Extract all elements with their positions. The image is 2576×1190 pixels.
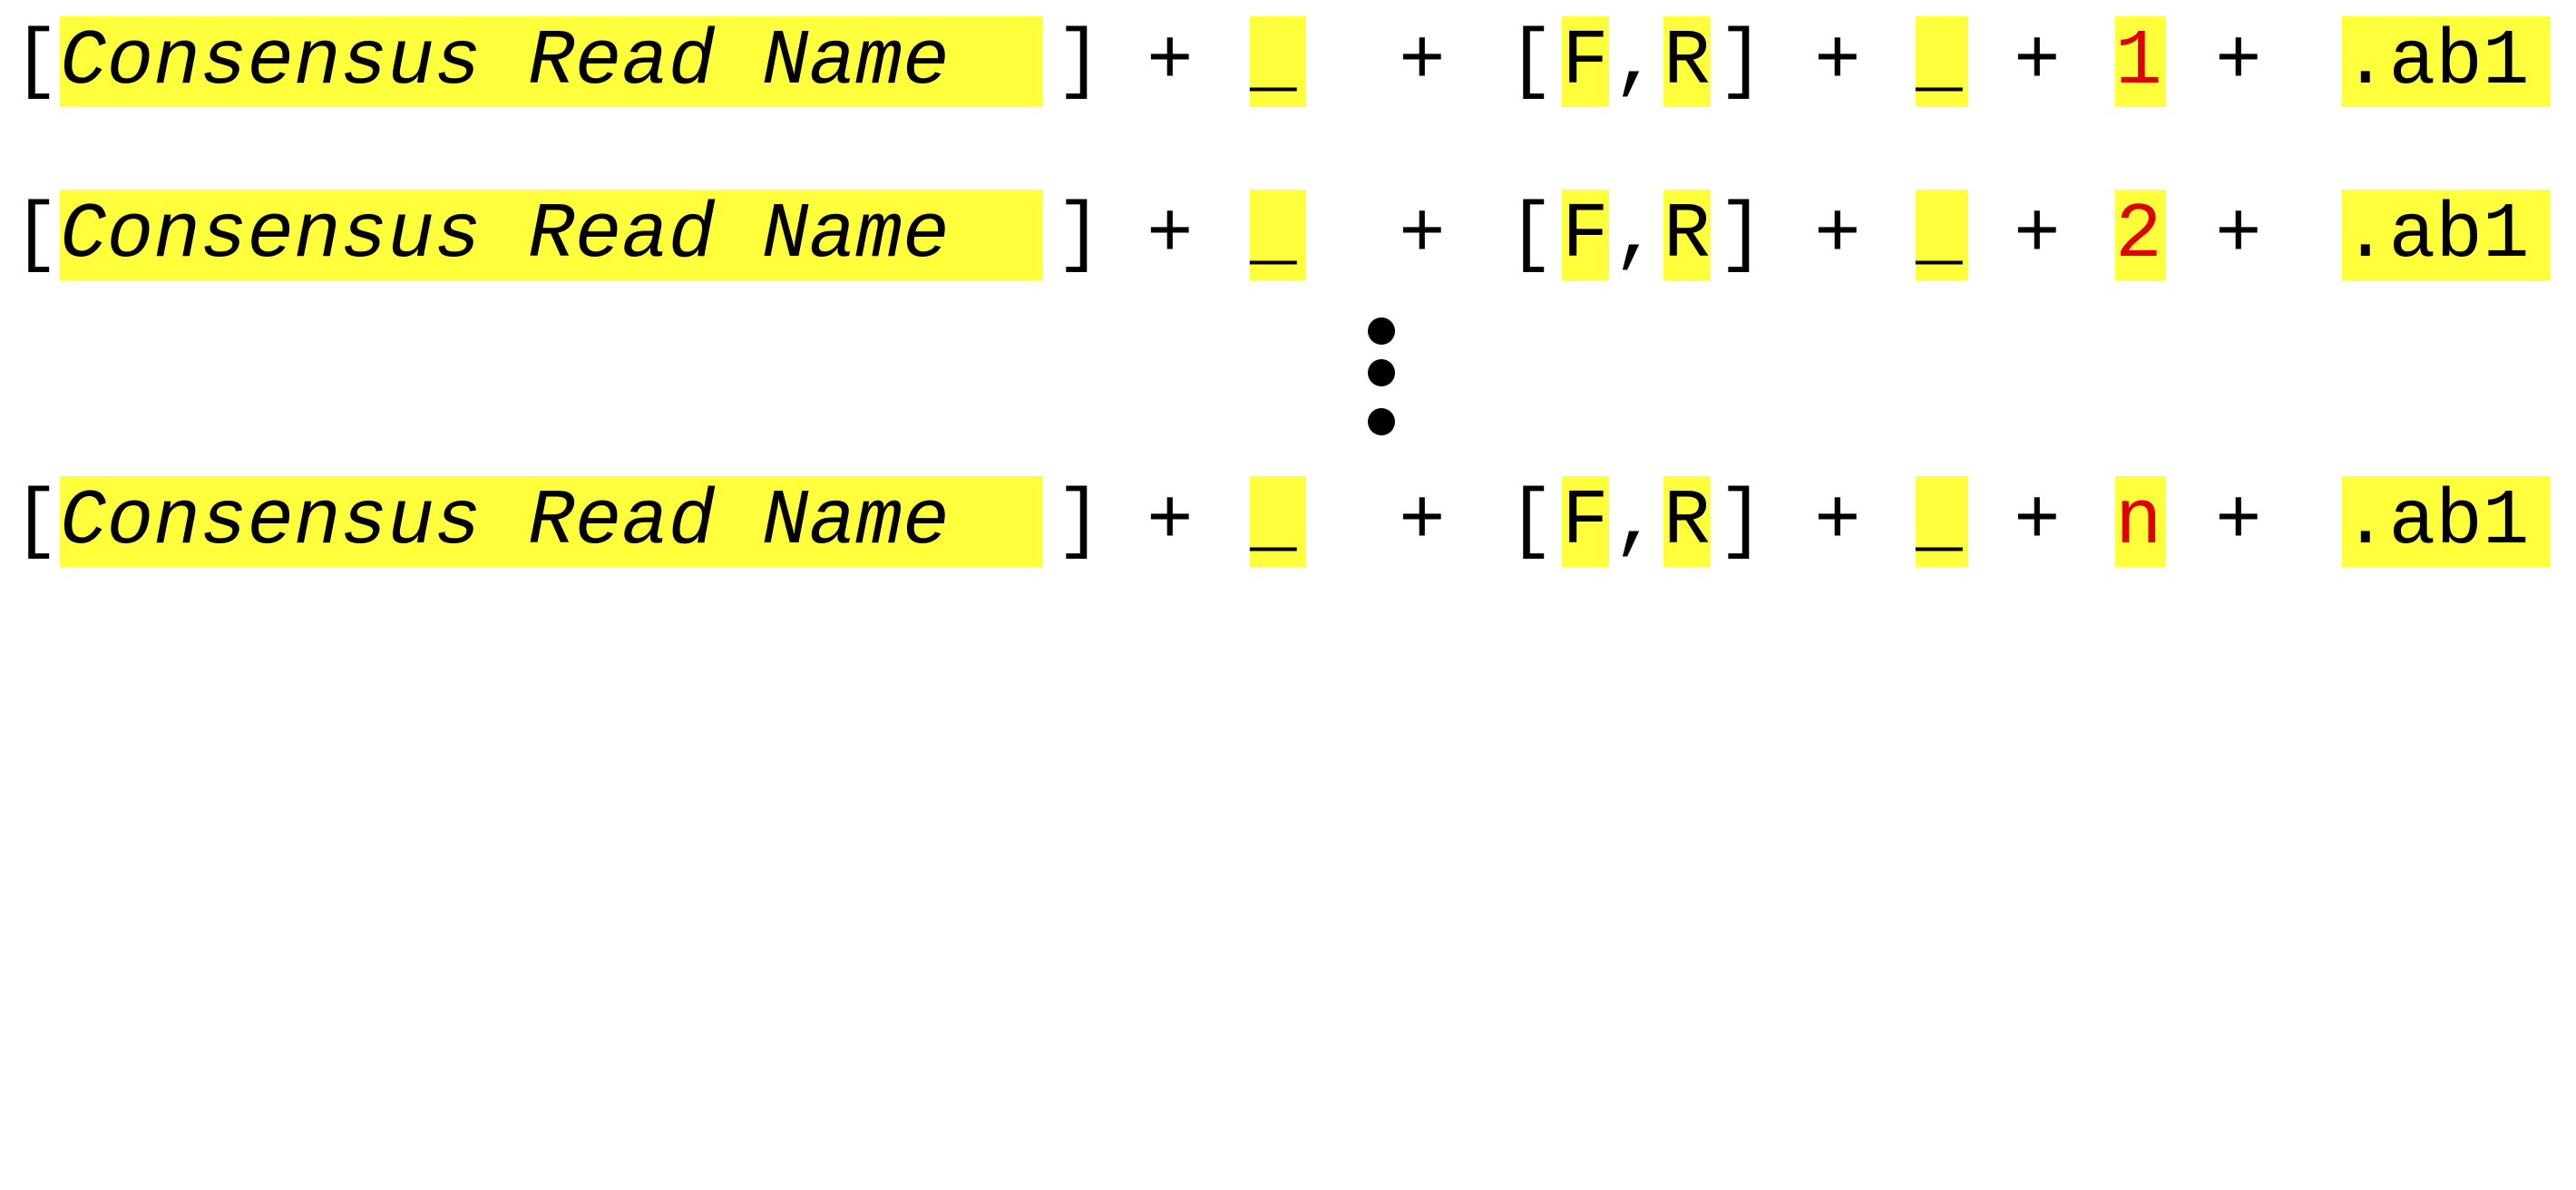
underscore-separator: _	[1916, 476, 1968, 567]
file-extension: .ab1	[2342, 16, 2551, 107]
plus-sign: +	[1399, 17, 1446, 106]
read-index: n	[2115, 476, 2166, 567]
direction-comma: ,	[1613, 477, 1660, 566]
close-bracket: ]	[1056, 17, 1103, 106]
ellipsis-dot	[1368, 359, 1395, 386]
open-bracket: [	[13, 17, 60, 106]
direction-open-bracket: [	[1508, 477, 1555, 566]
direction-close-bracket: ]	[1718, 17, 1765, 106]
plus-sign: +	[2014, 190, 2061, 279]
open-bracket: [	[13, 477, 60, 566]
plus-sign: +	[2215, 17, 2262, 106]
consensus-read-name: Consensus Read Name	[60, 16, 1043, 107]
read-index: 1	[2115, 16, 2166, 107]
pattern-line-1: [ Consensus Read Name ] + _ + [ F , R ] …	[13, 16, 2551, 107]
plus-sign: +	[2215, 190, 2262, 279]
read-index: 2	[2115, 190, 2166, 280]
ellipsis-dot	[1368, 317, 1395, 345]
direction-reverse: R	[1664, 16, 1711, 107]
direction-reverse: R	[1664, 190, 1711, 280]
underscore-separator: _	[1250, 190, 1306, 280]
plus-sign: +	[1814, 17, 1861, 106]
direction-open-bracket: [	[1508, 190, 1555, 279]
plus-sign: +	[2014, 477, 2061, 566]
plus-sign: +	[2014, 17, 2061, 106]
close-bracket: ]	[1056, 190, 1103, 279]
underscore-separator: _	[1250, 476, 1306, 567]
direction-reverse: R	[1664, 476, 1711, 567]
consensus-read-name: Consensus Read Name	[60, 476, 1043, 567]
direction-forward: F	[1562, 476, 1609, 567]
pattern-line-n: [ Consensus Read Name ] + _ + [ F , R ] …	[13, 476, 2551, 567]
plus-sign: +	[1399, 190, 1446, 279]
pattern-line-2: [ Consensus Read Name ] + _ + [ F , R ] …	[13, 190, 2551, 280]
direction-comma: ,	[1613, 17, 1660, 106]
underscore-separator: _	[1916, 16, 1968, 107]
close-bracket: ]	[1056, 477, 1103, 566]
file-extension: .ab1	[2342, 190, 2551, 280]
direction-comma: ,	[1613, 190, 1660, 279]
ellipsis-dot	[1368, 408, 1395, 435]
consensus-read-name: Consensus Read Name	[60, 190, 1043, 280]
direction-forward: F	[1562, 16, 1609, 107]
plus-sign: +	[1814, 477, 1861, 566]
plus-sign: +	[1147, 17, 1194, 106]
direction-close-bracket: ]	[1718, 190, 1765, 279]
plus-sign: +	[1147, 477, 1194, 566]
underscore-separator: _	[1250, 16, 1306, 107]
direction-forward: F	[1562, 190, 1609, 280]
plus-sign: +	[1147, 190, 1194, 279]
direction-close-bracket: ]	[1718, 477, 1765, 566]
plus-sign: +	[1814, 190, 1861, 279]
plus-sign: +	[1399, 477, 1446, 566]
direction-open-bracket: [	[1508, 17, 1555, 106]
file-extension: .ab1	[2342, 476, 2551, 567]
underscore-separator: _	[1916, 190, 1968, 280]
open-bracket: [	[13, 190, 60, 279]
plus-sign: +	[2215, 477, 2262, 566]
filename-pattern-diagram: [ Consensus Read Name ] + _ + [ F , R ] …	[13, 16, 2551, 567]
